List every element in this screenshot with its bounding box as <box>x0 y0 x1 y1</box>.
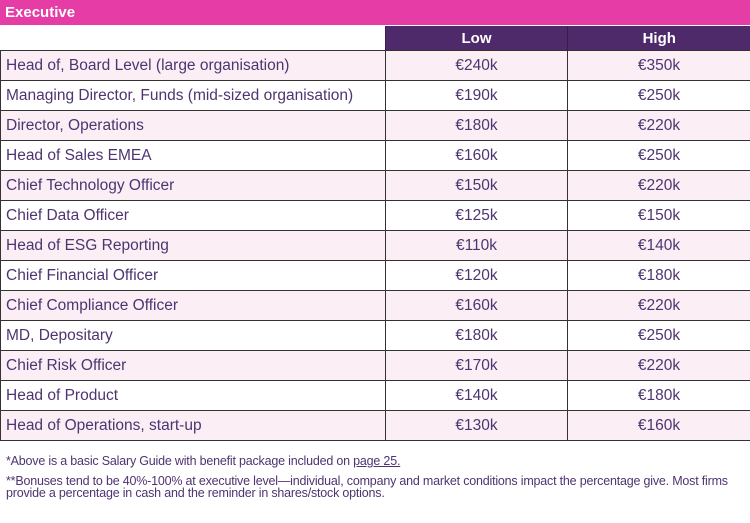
role-cell: Head of Operations, start-up <box>0 410 386 441</box>
role-cell: Head of, Board Level (large organisation… <box>0 50 386 81</box>
low-cell: €240k <box>385 50 568 81</box>
low-cell: €170k <box>385 350 568 381</box>
role-cell: Chief Technology Officer <box>0 170 386 201</box>
low-cell: €150k <box>385 170 568 201</box>
table-row: Managing Director, Funds (mid-sized orga… <box>0 80 750 111</box>
table-row: Chief Compliance Officer €160k €220k <box>0 290 750 321</box>
low-cell: €190k <box>385 80 568 111</box>
high-cell: €250k <box>567 140 750 171</box>
high-cell: €220k <box>567 110 750 141</box>
low-cell: €160k <box>385 140 568 171</box>
high-cell: €250k <box>567 320 750 351</box>
role-cell: Head of ESG Reporting <box>0 230 386 261</box>
high-cell: €220k <box>567 290 750 321</box>
table-row: Chief Data Officer €125k €150k <box>0 200 750 231</box>
table-header: Low High <box>0 26 750 51</box>
page-link[interactable]: page 25. <box>353 454 401 468</box>
high-cell: €250k <box>567 80 750 111</box>
table-row: Head of ESG Reporting €110k €140k <box>0 230 750 261</box>
role-cell: Director, Operations <box>0 110 386 141</box>
table-row: Chief Financial Officer €120k €180k <box>0 260 750 291</box>
role-cell: Head of Product <box>0 380 386 411</box>
footnote-1: *Above is a basic Salary Guide with bene… <box>6 454 744 468</box>
role-cell: Chief Compliance Officer <box>0 290 386 321</box>
table-row: Head of Sales EMEA €160k €250k <box>0 140 750 171</box>
role-cell: Chief Financial Officer <box>0 260 386 291</box>
low-cell: €160k <box>385 290 568 321</box>
low-cell: €180k <box>385 320 568 351</box>
low-cell: €120k <box>385 260 568 291</box>
role-cell: Chief Risk Officer <box>0 350 386 381</box>
high-cell: €160k <box>567 410 750 441</box>
high-cell: €180k <box>567 380 750 411</box>
table-row: Chief Technology Officer €150k €220k <box>0 170 750 201</box>
role-cell: Head of Sales EMEA <box>0 140 386 171</box>
role-cell: Chief Data Officer <box>0 200 386 231</box>
high-cell: €180k <box>567 260 750 291</box>
footnote-1-text: *Above is a basic Salary Guide with bene… <box>6 454 354 468</box>
section-title: Executive <box>0 0 750 25</box>
footnotes: *Above is a basic Salary Guide with bene… <box>0 454 750 500</box>
table-row: Head of Operations, start-up €130k €160k <box>0 410 750 441</box>
footnote-2: **Bonuses tend to be 40%-100% at executi… <box>6 474 728 500</box>
table-row: Head of Product €140k €180k <box>0 380 750 411</box>
role-cell: Managing Director, Funds (mid-sized orga… <box>0 80 386 111</box>
high-cell: €150k <box>567 200 750 231</box>
high-cell: €350k <box>567 50 750 81</box>
header-high: High <box>567 26 750 51</box>
header-low: Low <box>385 26 568 51</box>
high-cell: €140k <box>567 230 750 261</box>
low-cell: €110k <box>385 230 568 261</box>
low-cell: €130k <box>385 410 568 441</box>
high-cell: €220k <box>567 170 750 201</box>
table-row: MD, Depositary €180k €250k <box>0 320 750 351</box>
high-cell: €220k <box>567 350 750 381</box>
table-row: Director, Operations €180k €220k <box>0 110 750 141</box>
table-row: Head of, Board Level (large organisation… <box>0 50 750 81</box>
header-blank <box>0 26 386 51</box>
table-row: Chief Risk Officer €170k €220k <box>0 350 750 381</box>
low-cell: €180k <box>385 110 568 141</box>
role-cell: MD, Depositary <box>0 320 386 351</box>
low-cell: €140k <box>385 380 568 411</box>
salary-table: Low High Head of, Board Level (large org… <box>0 26 750 441</box>
low-cell: €125k <box>385 200 568 231</box>
